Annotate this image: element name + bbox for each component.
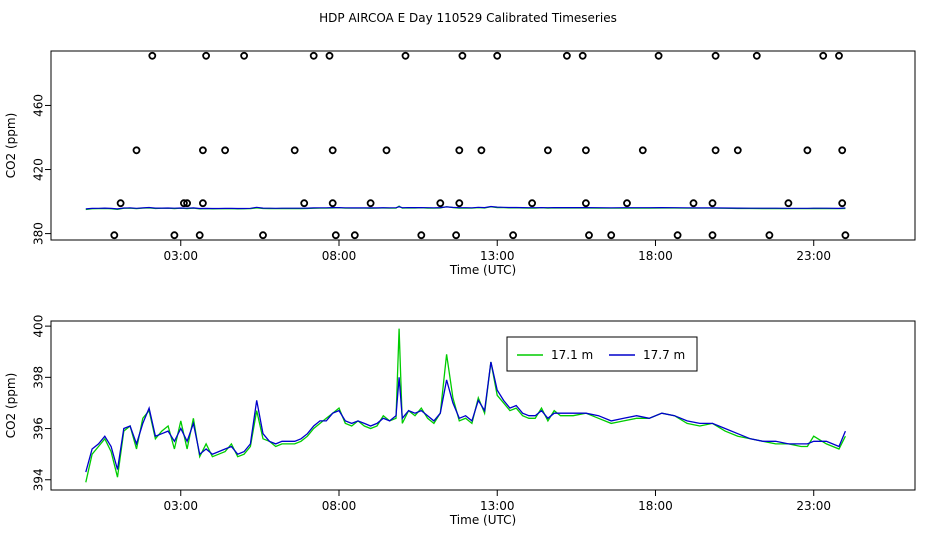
y-tick-label: 400 xyxy=(32,315,46,338)
y-axis-label: CO2 (ppm) xyxy=(4,373,18,439)
chart-title: HDP AIRCOA E Day 110529 Calibrated Times… xyxy=(319,11,617,25)
y-axis-label: CO2 (ppm) xyxy=(4,113,18,179)
x-tick-label: 23:00 xyxy=(796,499,831,513)
flag-point xyxy=(325,51,334,60)
flag-point xyxy=(544,146,552,155)
flag-point xyxy=(382,146,391,155)
flag-point xyxy=(585,231,593,240)
flag-point xyxy=(673,231,682,240)
flag-point xyxy=(452,231,461,240)
x-tick-label: 08:00 xyxy=(322,249,357,263)
flag-point xyxy=(309,51,318,60)
x-tick-label: 23:00 xyxy=(796,249,831,263)
timeseries-panel: 03:00 08:00 13:00 18:00 23:00 394 396 398 400 Tim… xyxy=(4,315,916,527)
flag-point xyxy=(528,199,536,208)
flag-point xyxy=(654,51,663,60)
flag-point xyxy=(455,199,464,208)
flag-point xyxy=(110,231,119,240)
plot-frame xyxy=(50,320,916,491)
flag-point xyxy=(179,199,188,208)
baseline-trace xyxy=(85,205,846,210)
legend-box xyxy=(506,336,698,372)
x-axis-label: Time (UTC) xyxy=(449,513,516,527)
flag-point xyxy=(436,199,445,208)
x-tick-label: 18:00 xyxy=(638,249,673,263)
flag-point xyxy=(638,146,647,155)
flag-point xyxy=(784,199,793,208)
flag-point xyxy=(198,146,207,155)
flag-point xyxy=(259,231,267,240)
x-tick-label: 18:00 xyxy=(638,499,673,513)
flag-point xyxy=(366,199,375,208)
flag-point xyxy=(838,199,847,208)
x-tick-label: 13:00 xyxy=(480,249,515,263)
y-tick-label: 394 xyxy=(32,468,46,491)
flag-point xyxy=(582,199,590,208)
flag-point xyxy=(578,51,587,60)
y-tick-label: 398 xyxy=(32,366,46,389)
flag-point xyxy=(803,146,812,155)
flag-point xyxy=(689,199,698,208)
flag-point xyxy=(493,51,502,60)
flag-point xyxy=(198,199,207,208)
flag-point xyxy=(132,146,141,155)
flag-point xyxy=(328,146,337,155)
flag-point xyxy=(221,146,230,155)
flag-point xyxy=(607,231,616,240)
series-line xyxy=(85,361,847,473)
x-tick-label: 03:00 xyxy=(163,249,198,263)
y-tick-label: 380 xyxy=(32,222,46,245)
flag-point xyxy=(350,231,359,240)
x-axis-label: Time (UTC) xyxy=(449,263,516,277)
legend: 17.1 m 17.7 m xyxy=(506,336,698,372)
flag-point xyxy=(148,51,157,60)
flag-point xyxy=(563,51,571,60)
flag-point xyxy=(300,199,309,208)
flag-point xyxy=(417,231,426,240)
flag-point xyxy=(838,146,847,155)
flag-point xyxy=(401,51,410,60)
series-line xyxy=(85,328,846,483)
flag-point xyxy=(328,199,337,208)
flag-point xyxy=(708,199,717,208)
x-tick-label: 13:00 xyxy=(480,499,515,513)
flag-point xyxy=(202,51,211,60)
flag-point xyxy=(290,146,299,155)
x-tick-label: 03:00 xyxy=(163,499,198,513)
flag-point xyxy=(240,51,249,60)
legend-label: 17.7 m xyxy=(643,348,685,362)
flag-point xyxy=(711,51,720,60)
flag-point xyxy=(183,199,192,208)
flag-point xyxy=(841,231,850,240)
x-tick-label: 08:00 xyxy=(322,499,357,513)
flag-point xyxy=(458,51,467,60)
flag-point xyxy=(835,51,843,60)
flag-point xyxy=(477,146,486,155)
flag-point xyxy=(509,231,517,240)
flag-point xyxy=(455,146,464,155)
legend-label: 17.1 m xyxy=(551,348,593,362)
flag-point xyxy=(582,146,590,155)
flag-point xyxy=(331,231,340,240)
flag-point xyxy=(195,231,204,240)
flag-point xyxy=(819,51,828,60)
flag-point xyxy=(765,231,774,240)
flag-point xyxy=(708,231,717,240)
flag-point xyxy=(170,231,179,240)
flag-point xyxy=(733,146,742,155)
flag-point xyxy=(116,199,125,208)
plot-frame xyxy=(50,50,916,241)
flag-panel: 03:00 08:00 13:00 18:00 23:00 380 420 460 Time (… xyxy=(4,50,916,277)
flag-point xyxy=(752,51,761,60)
y-tick-label: 420 xyxy=(32,158,46,181)
flag-point xyxy=(711,146,720,155)
y-tick-label: 396 xyxy=(32,417,46,440)
flag-point xyxy=(623,199,631,208)
y-tick-label: 460 xyxy=(32,94,46,117)
